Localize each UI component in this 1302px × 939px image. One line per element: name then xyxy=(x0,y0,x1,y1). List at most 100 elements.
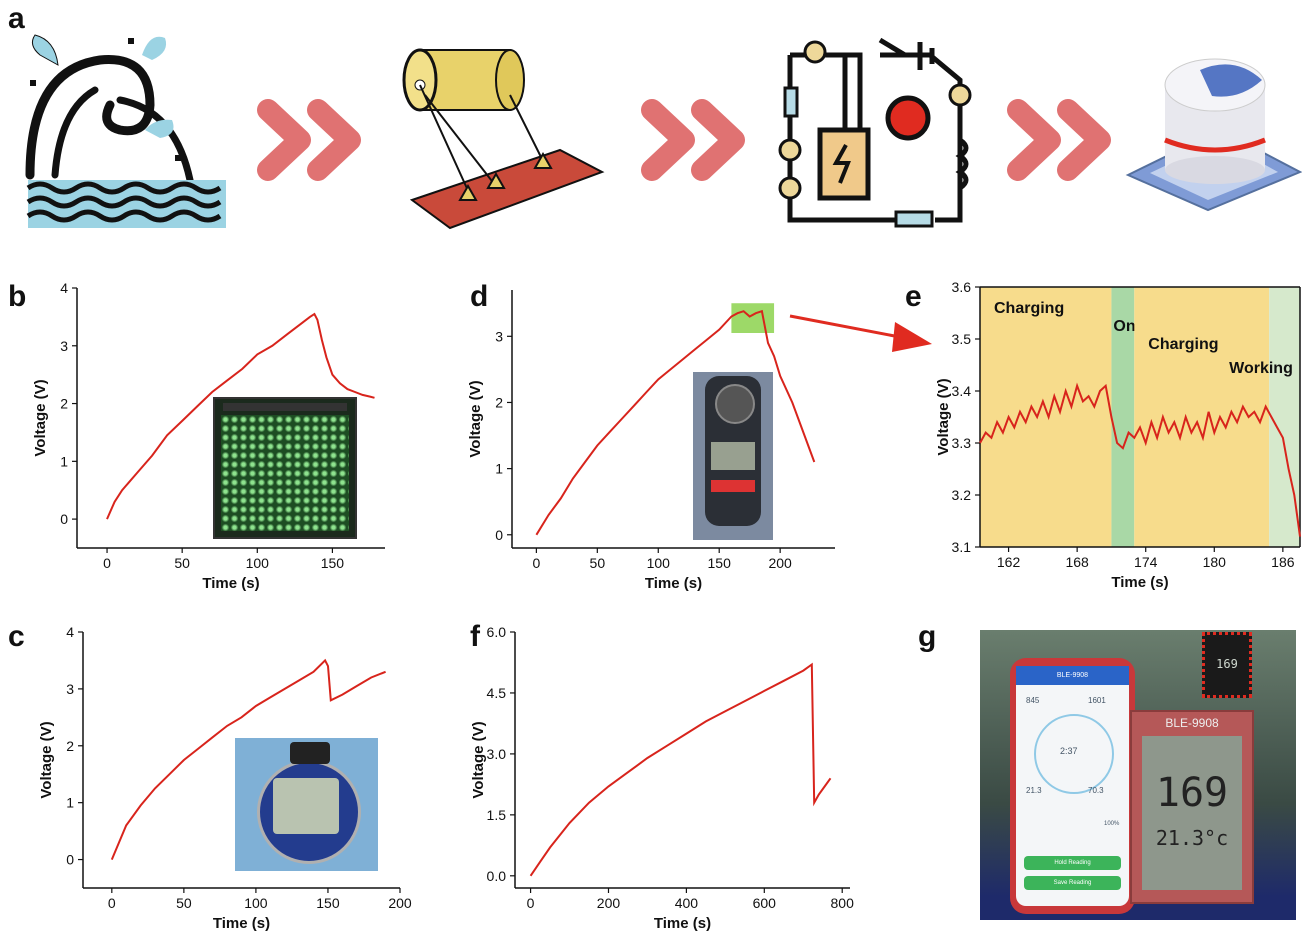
y-tick-label: 4 xyxy=(66,624,74,640)
double-chevron-icon xyxy=(1007,99,1111,181)
x-axis-label: Time (s) xyxy=(1111,574,1168,591)
phone-value-4: 21.3 xyxy=(1026,786,1042,795)
phone-value-3: 2:37 xyxy=(1060,746,1078,756)
y-tick-label: 1 xyxy=(66,795,74,811)
y-tick-label: 0 xyxy=(495,527,503,543)
x-tick-label: 200 xyxy=(388,895,412,911)
x-tick-label: 200 xyxy=(768,555,792,571)
hold-reading-button[interactable]: Hold Reading xyxy=(1024,856,1121,870)
y-tick-label: 1 xyxy=(60,453,68,469)
x-tick-label: 0 xyxy=(527,895,535,911)
x-tick-label: 100 xyxy=(244,895,268,911)
x-axis-label: Time (s) xyxy=(645,575,702,592)
phone-value-1: 845 xyxy=(1026,696,1040,705)
y-axis-label: Voltage (V) xyxy=(38,721,55,798)
y-tick-label: 0 xyxy=(66,852,74,868)
y-axis-label: Voltage (V) xyxy=(32,379,49,456)
y-tick-label: 0.0 xyxy=(487,868,507,884)
x-tick-label: 200 xyxy=(597,895,621,911)
x-tick-label: 0 xyxy=(532,555,540,571)
panel-label-b: b xyxy=(8,280,27,313)
y-tick-label: 4 xyxy=(60,280,68,296)
panel-label-d: d xyxy=(470,280,489,313)
phone: BLE-9908 845 1601 2:37 21.3 70.3 100% Ho… xyxy=(1010,658,1135,914)
x-tick-label: 50 xyxy=(590,555,606,571)
y-tick-label: 1.5 xyxy=(487,807,507,823)
y-axis-label: Voltage (V) xyxy=(935,378,952,455)
chart-e: Charging On Charging Working 162 168 174 180 186… xyxy=(935,279,1301,591)
voltage-trace xyxy=(110,658,386,860)
x-tick-label: 50 xyxy=(176,895,192,911)
band-label: On xyxy=(1113,318,1135,335)
compass-device-photo-c xyxy=(235,738,378,871)
band-charging xyxy=(980,287,1112,547)
y-tick-label: 2 xyxy=(495,394,503,410)
double-chevron-icon xyxy=(257,99,361,181)
y-tick-label: 3.4 xyxy=(952,383,972,399)
y-tick-label: 3 xyxy=(66,681,74,697)
meter-temp: 21.3°c xyxy=(1155,826,1229,850)
meter-reading: 169 xyxy=(1155,770,1229,816)
meter-device: BLE-9908 169 21.3°c xyxy=(1130,710,1254,904)
x-tick-label: 180 xyxy=(1203,554,1227,570)
y-tick-label: 6.0 xyxy=(487,624,507,640)
x-tick-label: 0 xyxy=(103,555,111,571)
y-tick-label: 4.5 xyxy=(487,685,507,701)
voltage-trace xyxy=(529,662,832,877)
voltage-trace xyxy=(535,309,816,536)
x-tick-label: 600 xyxy=(753,895,777,911)
generator-drum-icon xyxy=(402,48,605,230)
inset-reading: 169 xyxy=(1216,657,1238,671)
x-tick-label: 800 xyxy=(831,895,855,911)
anemometer-photo-d xyxy=(693,372,773,540)
capacitor-icon xyxy=(1125,58,1302,212)
chart-b: 0 50 100 150 0 1 2 3 4 Time (s) Voltage (V) xyxy=(32,280,385,592)
led-array-photo-b xyxy=(213,397,357,539)
phone-value-5: 70.3 xyxy=(1088,786,1104,795)
ocean-wave-icon xyxy=(25,34,226,228)
x-tick-label: 100 xyxy=(246,555,270,571)
x-tick-label: 168 xyxy=(1065,554,1089,570)
chart-c: 0 50 100 150 200 0 1 2 3 4 Time (s) Voltage (V) xyxy=(38,624,412,932)
x-tick-label: 150 xyxy=(708,555,732,571)
chart-d: 0 50 100 150 200 0 1 2 3 Time (s) Voltage (V) xyxy=(467,290,835,592)
y-tick-label: 1 xyxy=(495,461,503,477)
band-label: Charging xyxy=(1148,336,1218,353)
x-axis-label: Time (s) xyxy=(654,915,711,932)
y-tick-label: 3.5 xyxy=(952,331,972,347)
phone-title: BLE-9908 xyxy=(1016,666,1129,685)
band-on xyxy=(1111,287,1135,547)
x-tick-label: 150 xyxy=(321,555,345,571)
y-axis-label: Voltage (V) xyxy=(470,721,487,798)
x-axis-label: Time (s) xyxy=(213,915,270,932)
panel-label-f: f xyxy=(470,620,480,653)
y-tick-label: 3.2 xyxy=(952,487,972,503)
x-tick-label: 100 xyxy=(647,555,671,571)
x-axis-label: Time (s) xyxy=(202,575,259,592)
x-tick-label: 0 xyxy=(108,895,116,911)
y-tick-label: 3 xyxy=(60,338,68,354)
process-illustration xyxy=(25,34,1302,230)
sensor-photo-g: BLE-9908 845 1601 2:37 21.3 70.3 100% Ho… xyxy=(980,630,1296,920)
panel-label-c: c xyxy=(8,620,25,653)
panel-label-e: e xyxy=(905,280,922,313)
x-tick-label: 400 xyxy=(675,895,699,911)
y-axis-label: Voltage (V) xyxy=(467,380,484,457)
band-label: Working xyxy=(1229,360,1293,377)
x-tick-label: 186 xyxy=(1271,554,1295,570)
chart-f: 0 200 400 600 800 0.0 1.5 3.0 4.5 6.0 Time (s) Volt… xyxy=(470,624,855,932)
meter-brand: BLE-9908 xyxy=(1165,716,1219,730)
y-tick-label: 2 xyxy=(60,396,68,412)
y-tick-label: 2 xyxy=(66,738,74,754)
x-tick-label: 150 xyxy=(316,895,340,911)
phone-value-2: 1601 xyxy=(1088,696,1106,705)
x-tick-label: 174 xyxy=(1134,554,1158,570)
phone-value-6: 100% xyxy=(1104,821,1120,827)
y-tick-label: 3.0 xyxy=(487,746,507,762)
panel-label-a: a xyxy=(8,2,25,35)
band-charging xyxy=(1134,287,1270,547)
save-reading-button[interactable]: Save Reading xyxy=(1024,876,1121,890)
x-tick-label: 162 xyxy=(997,554,1021,570)
double-chevron-icon xyxy=(641,99,745,181)
x-tick-label: 50 xyxy=(174,555,190,571)
